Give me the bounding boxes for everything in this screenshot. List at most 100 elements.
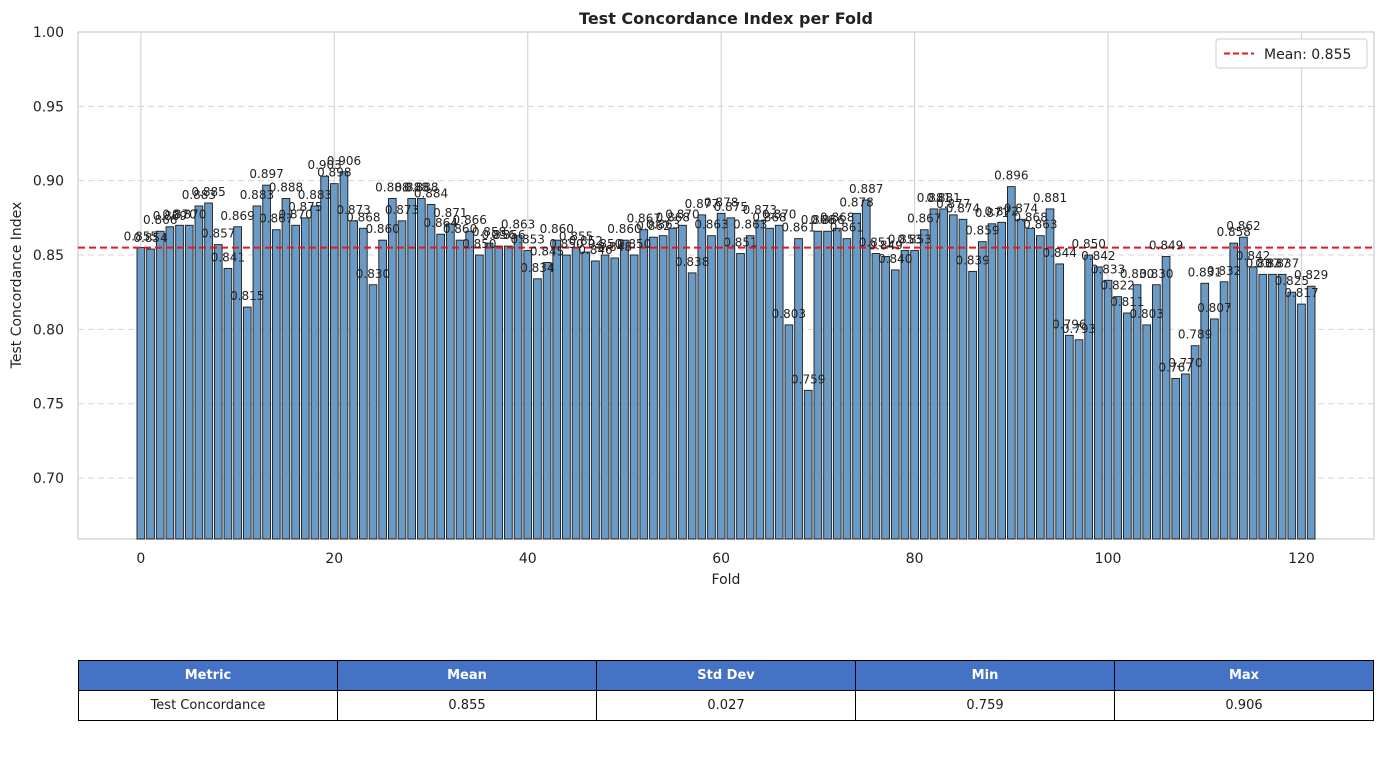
data-label-fold-94: 0.881 — [1033, 191, 1067, 205]
bar-fold-109 — [1190, 345, 1200, 540]
data-label-fold-7: 0.885 — [191, 185, 225, 199]
y-tick-label: 0.95 — [33, 99, 64, 115]
data-label-fold-80: 0.853 — [897, 233, 931, 247]
bar-fold-106 — [1161, 256, 1171, 540]
bar-fold-50 — [620, 239, 629, 540]
bar-fold-48 — [600, 254, 610, 540]
bar-fold-1 — [146, 248, 155, 540]
data-label-fold-87: 0.859 — [965, 224, 999, 238]
data-label-fold-50: 0.860 — [607, 222, 641, 236]
bar-fold-99 — [1094, 266, 1103, 540]
bar-fold-116 — [1258, 273, 1268, 540]
bar-fold-83 — [939, 208, 948, 540]
bar-fold-4 — [175, 224, 184, 540]
data-label-fold-75: 0.887 — [849, 182, 883, 196]
bar-fold-76 — [871, 253, 881, 540]
data-label-fold-73: 0.861 — [830, 221, 864, 235]
data-label-fold-106: 0.849 — [1149, 239, 1183, 253]
cell-max: 0.906 — [1114, 690, 1374, 721]
data-label-fold-52: 0.867 — [627, 212, 661, 226]
y-tick-label: 0.70 — [33, 471, 64, 487]
y-axis-label: Test Concordance Index — [9, 202, 25, 370]
bar-fold-102 — [1123, 312, 1132, 540]
data-label-fold-40: 0.853 — [511, 233, 545, 247]
bar-fold-22 — [349, 220, 358, 540]
data-label-fold-29: 0.888 — [404, 181, 438, 195]
bar-fold-110 — [1200, 282, 1210, 540]
bar-fold-33 — [455, 239, 465, 540]
data-label-fold-27: 0.873 — [385, 203, 419, 217]
data-label-fold-9: 0.841 — [211, 250, 245, 264]
bar-fold-67 — [784, 324, 794, 540]
bar-fold-7 — [204, 202, 213, 540]
bar-fold-88 — [987, 223, 997, 540]
bar-fold-32 — [446, 223, 455, 540]
bar-fold-51 — [629, 254, 639, 540]
data-label-fold-45: 0.855 — [559, 230, 593, 244]
data-label-fold-46: 0.852 — [569, 234, 603, 248]
data-label-fold-69: 0.759 — [791, 372, 825, 386]
bar-fold-55 — [668, 227, 678, 540]
bar-fold-68 — [794, 238, 803, 540]
data-label-fold-58: 0.877 — [685, 197, 719, 211]
data-labels: 0.8550.8540.8660.8690.8700.8700.8830.885… — [124, 154, 1329, 387]
bar-fold-75 — [861, 199, 871, 540]
data-label-fold-105: 0.830 — [1139, 267, 1173, 281]
data-label-fold-43: 0.860 — [540, 222, 574, 236]
bar-fold-58 — [697, 214, 707, 540]
data-label-fold-112: 0.832 — [1207, 264, 1241, 278]
data-label-fold-10: 0.869 — [220, 209, 254, 223]
bar-fold-115 — [1248, 266, 1258, 540]
data-label-fold-110: 0.831 — [1188, 265, 1222, 279]
data-label-fold-89: 0.872 — [984, 204, 1018, 218]
bar-fold-59 — [707, 235, 716, 540]
bar-fold-93 — [1036, 235, 1045, 540]
bar-fold-5 — [184, 224, 194, 540]
bar-fold-96 — [1065, 334, 1074, 540]
data-label-fold-8: 0.857 — [201, 227, 235, 241]
data-label-fold-113: 0.858 — [1217, 225, 1251, 239]
bar-fold-78 — [890, 269, 900, 540]
data-label-fold-66: 0.870 — [762, 207, 796, 221]
data-label-fold-32: 0.871 — [433, 206, 467, 220]
data-label-fold-96: 0.796 — [1052, 317, 1086, 331]
bar-fold-95 — [1055, 263, 1064, 540]
data-label-fold-101: 0.822 — [1101, 279, 1135, 293]
bar-fold-54 — [658, 235, 668, 540]
bar-fold-108 — [1181, 373, 1190, 540]
data-label-fold-25: 0.860 — [365, 222, 399, 236]
data-label-fold-93: 0.863 — [1023, 218, 1057, 232]
bar-fold-112 — [1219, 281, 1229, 540]
chart-title: Test Concordance Index per Fold — [579, 9, 873, 28]
bar-fold-24 — [368, 284, 378, 540]
bar-fold-28 — [407, 198, 416, 540]
data-label-fold-117: 0.837 — [1255, 256, 1289, 270]
legend-box — [1215, 38, 1368, 69]
data-label-fold-84: 0.877 — [936, 197, 970, 211]
data-label-fold-41: 0.834 — [520, 261, 554, 275]
x-tick-label: 120 — [1288, 551, 1315, 567]
data-label-fold-83: 0.881 — [926, 191, 960, 205]
bar-fold-23 — [358, 227, 368, 540]
cell-mean: 0.855 — [337, 690, 597, 721]
data-label-fold-108: 0.770 — [1168, 356, 1202, 370]
bar-fold-21 — [339, 171, 349, 540]
data-label-fold-85: 0.874 — [946, 201, 980, 215]
data-label-fold-92: 0.868 — [1013, 210, 1047, 224]
bars — [136, 171, 1316, 540]
data-label-fold-67: 0.803 — [772, 307, 806, 321]
data-label-fold-88: 0.871 — [975, 206, 1009, 220]
header-metric: Metric — [78, 660, 338, 691]
data-label-fold-114: 0.862 — [1226, 219, 1260, 233]
y-tick-label: 0.85 — [33, 248, 64, 264]
bar-fold-89 — [997, 221, 1006, 540]
bar-fold-0 — [136, 247, 146, 540]
bar-fold-46 — [581, 251, 591, 540]
data-label-fold-99: 0.842 — [1081, 249, 1115, 263]
bar-fold-8 — [213, 244, 223, 540]
data-label-fold-6: 0.883 — [182, 188, 216, 202]
data-label-fold-23: 0.868 — [346, 210, 380, 224]
data-label-fold-61: 0.875 — [714, 200, 748, 214]
bar-fold-2 — [155, 230, 165, 540]
data-label-fold-14: 0.867 — [259, 212, 293, 226]
